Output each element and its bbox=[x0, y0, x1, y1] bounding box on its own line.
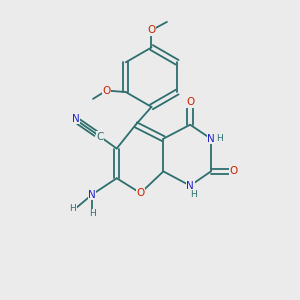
Text: O: O bbox=[147, 25, 156, 35]
Text: H: H bbox=[69, 204, 76, 213]
Text: O: O bbox=[102, 85, 111, 96]
Text: N: N bbox=[186, 181, 194, 191]
Text: O: O bbox=[229, 167, 237, 176]
Text: H: H bbox=[89, 209, 95, 218]
Text: N: N bbox=[207, 134, 215, 144]
Text: O: O bbox=[186, 98, 194, 107]
Text: H: H bbox=[217, 134, 223, 142]
Text: N: N bbox=[72, 114, 80, 124]
Text: O: O bbox=[136, 188, 145, 198]
Text: C: C bbox=[96, 132, 103, 142]
Text: N: N bbox=[88, 190, 96, 200]
Text: H: H bbox=[190, 190, 197, 199]
